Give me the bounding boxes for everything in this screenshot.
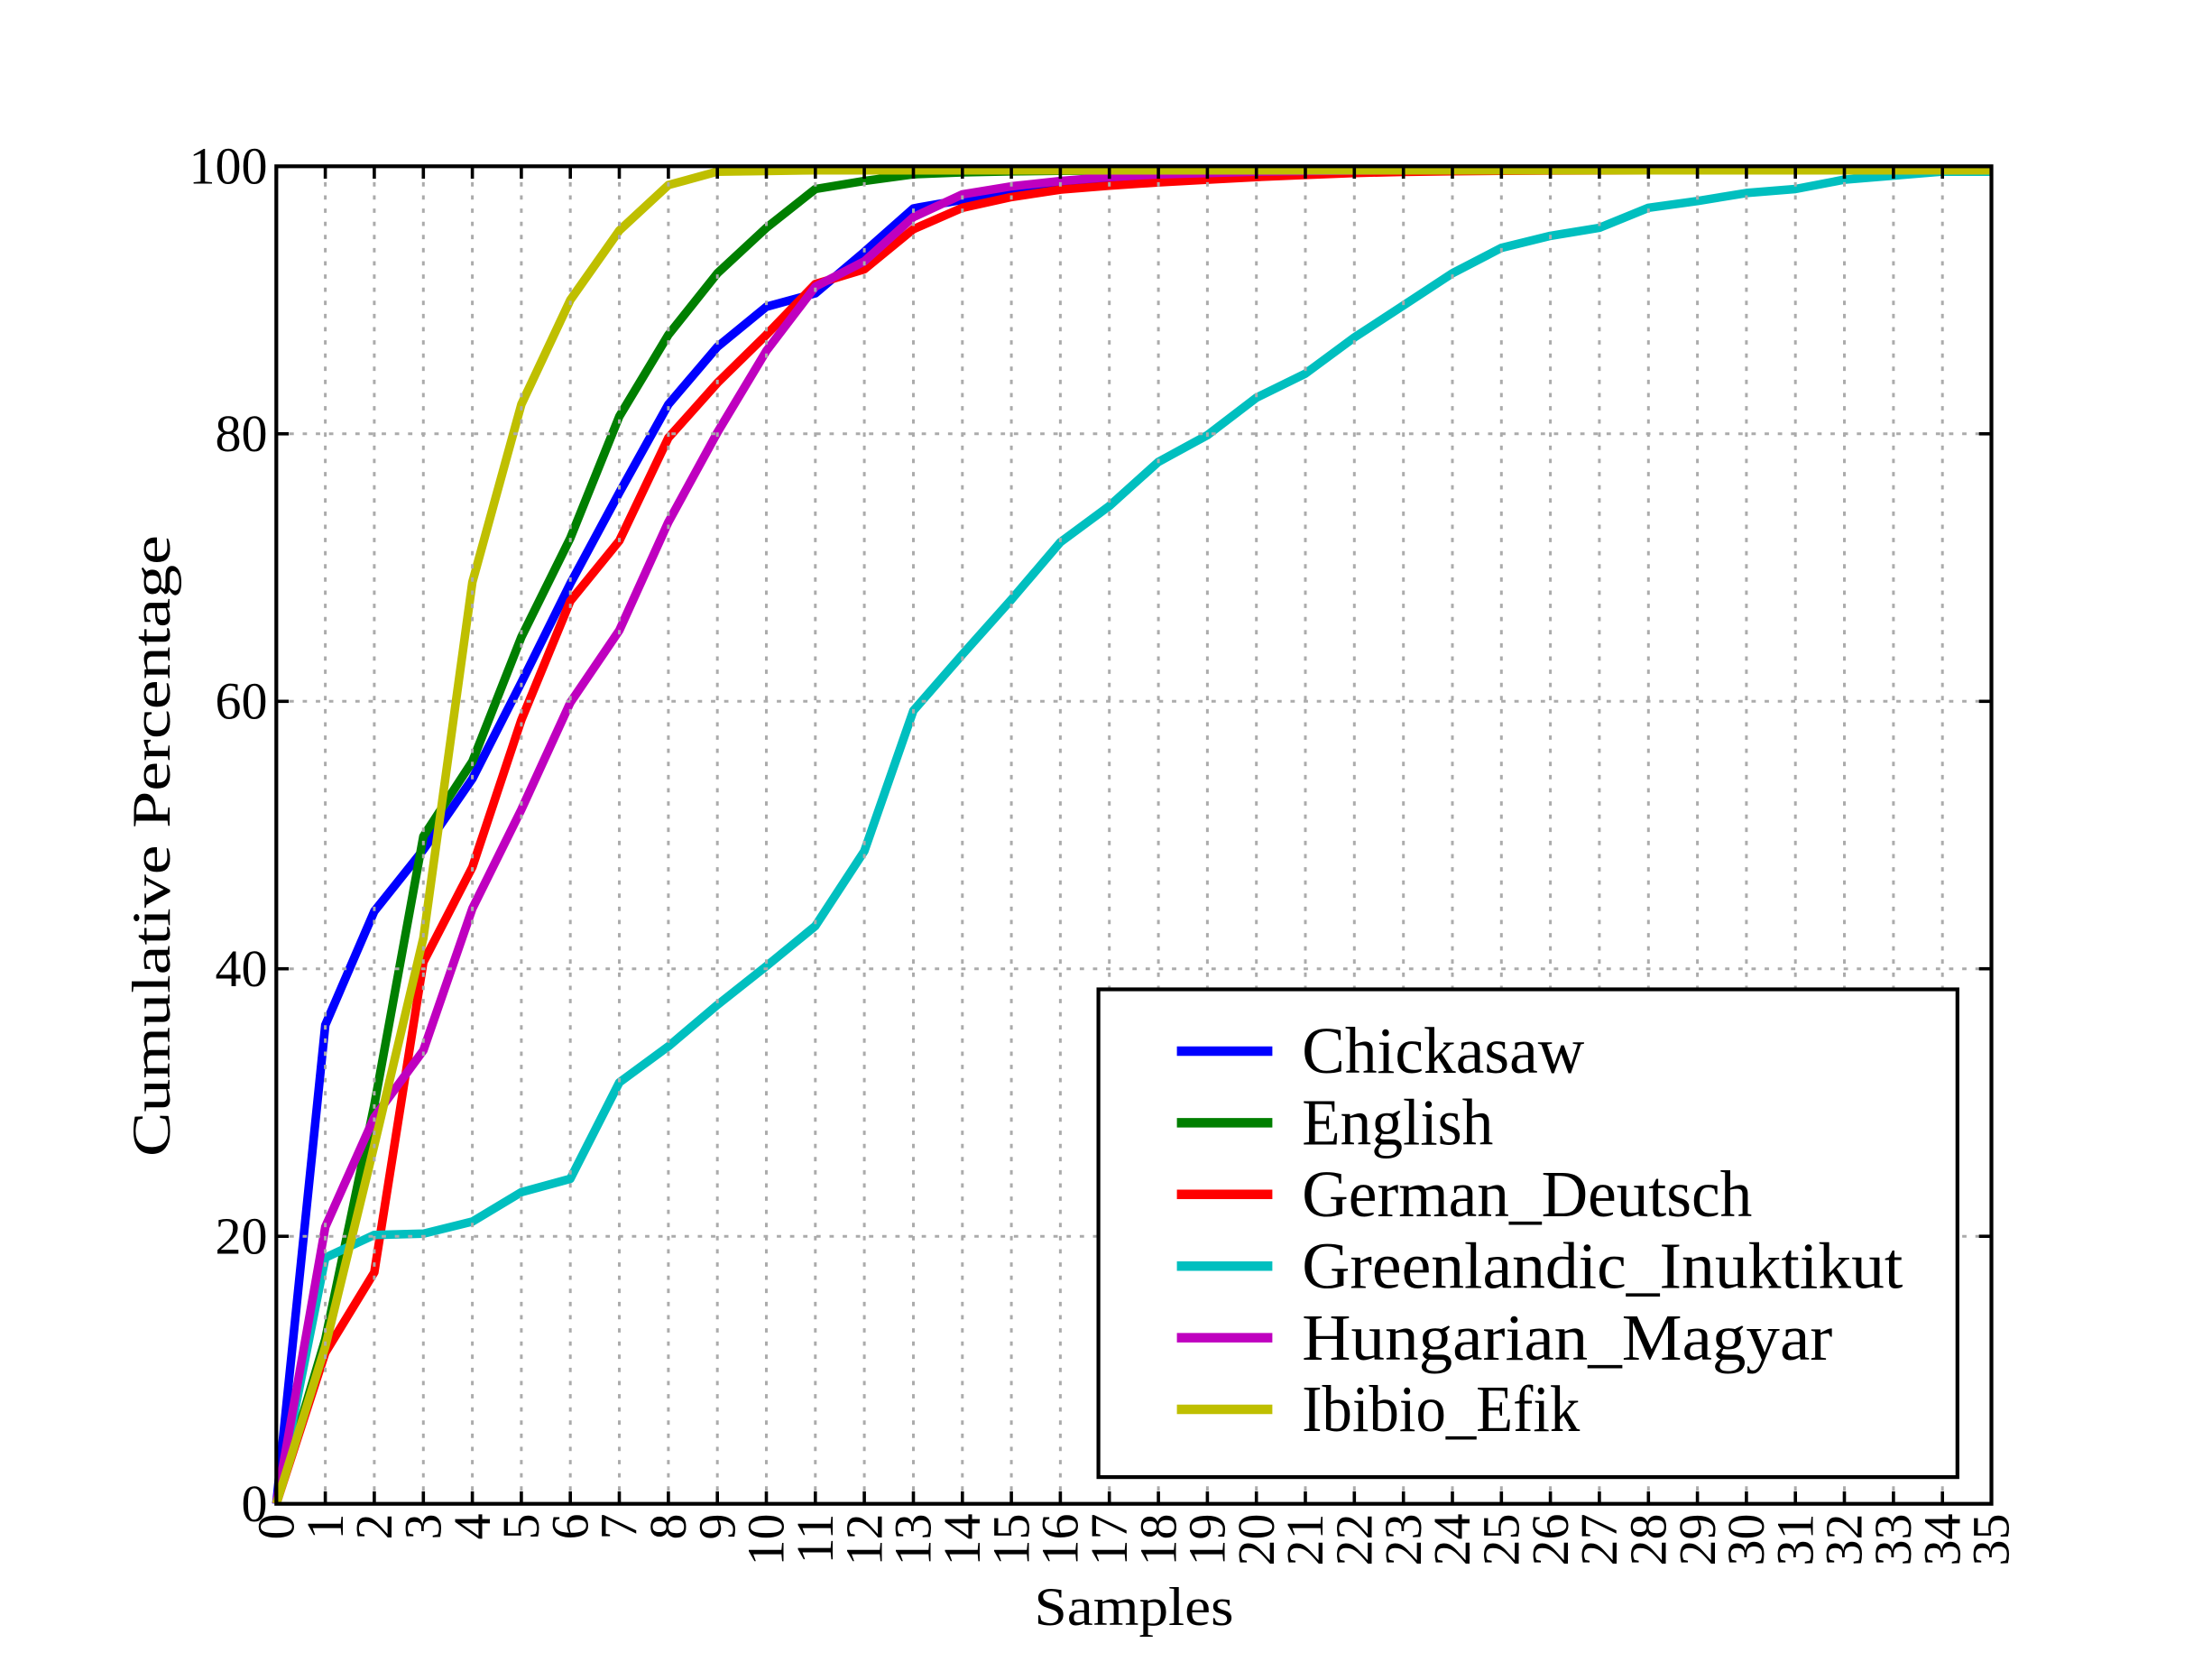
svg-text:27: 27	[1570, 1514, 1628, 1566]
svg-text:22: 22	[1325, 1514, 1384, 1566]
svg-text:11: 11	[786, 1514, 844, 1565]
svg-text:0: 0	[242, 1474, 268, 1533]
svg-text:24: 24	[1423, 1514, 1481, 1566]
svg-text:5: 5	[492, 1514, 550, 1540]
svg-text:60: 60	[216, 672, 268, 731]
svg-text:Chickasaw: Chickasaw	[1302, 1014, 1584, 1087]
svg-text:18: 18	[1129, 1514, 1187, 1566]
svg-text:31: 31	[1765, 1514, 1824, 1566]
svg-text:34: 34	[1912, 1514, 1971, 1566]
svg-text:32: 32	[1815, 1514, 1874, 1566]
svg-text:17: 17	[1080, 1514, 1138, 1566]
svg-text:16: 16	[1031, 1514, 1090, 1566]
svg-text:Greenlandic_Inuktikut: Greenlandic_Inuktikut	[1302, 1229, 1903, 1302]
svg-text:2: 2	[345, 1514, 403, 1540]
svg-text:12: 12	[834, 1514, 893, 1566]
svg-text:6: 6	[540, 1514, 599, 1540]
svg-text:0: 0	[247, 1514, 306, 1540]
svg-text:Ibibio_Efik: Ibibio_Efik	[1302, 1372, 1580, 1445]
svg-text:Hungarian_Magyar: Hungarian_Magyar	[1302, 1301, 1832, 1374]
svg-text:Cumulative Percentage: Cumulative Percentage	[122, 535, 181, 1157]
svg-text:4: 4	[443, 1514, 502, 1540]
svg-text:23: 23	[1374, 1514, 1433, 1566]
svg-text:8: 8	[639, 1514, 697, 1540]
svg-text:13: 13	[884, 1514, 943, 1566]
svg-text:33: 33	[1864, 1514, 1922, 1566]
svg-text:21: 21	[1276, 1514, 1334, 1566]
svg-text:40: 40	[216, 939, 268, 998]
svg-text:35: 35	[1962, 1514, 2021, 1566]
svg-text:10: 10	[737, 1514, 796, 1566]
svg-text:15: 15	[982, 1514, 1040, 1566]
svg-text:14: 14	[933, 1514, 991, 1566]
svg-text:7: 7	[590, 1514, 649, 1540]
svg-text:30: 30	[1717, 1514, 1775, 1566]
svg-text:1: 1	[296, 1514, 355, 1540]
svg-text:29: 29	[1668, 1514, 1727, 1566]
svg-text:80: 80	[216, 404, 268, 463]
svg-text:3: 3	[394, 1514, 453, 1540]
svg-text:25: 25	[1472, 1514, 1531, 1566]
svg-text:26: 26	[1521, 1514, 1580, 1566]
svg-text:19: 19	[1178, 1514, 1237, 1566]
svg-text:20: 20	[216, 1206, 268, 1265]
svg-text:German_Deutsch: German_Deutsch	[1302, 1158, 1752, 1231]
svg-text:Samples: Samples	[1035, 1577, 1234, 1637]
svg-text:28: 28	[1619, 1514, 1678, 1566]
svg-text:20: 20	[1227, 1514, 1286, 1566]
svg-text:English: English	[1302, 1086, 1493, 1159]
svg-text:100: 100	[189, 137, 268, 196]
svg-text:9: 9	[687, 1514, 746, 1540]
